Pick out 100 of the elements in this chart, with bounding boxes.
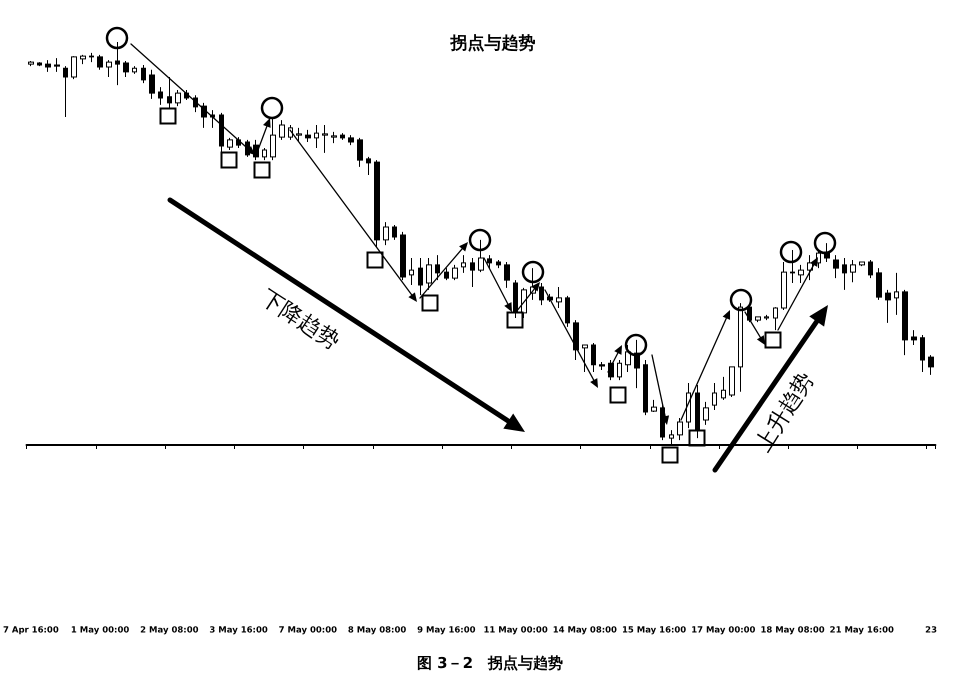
candlestick xyxy=(63,66,68,118)
candlestick xyxy=(45,60,51,72)
candlestick xyxy=(781,262,787,310)
candlestick xyxy=(677,418,683,441)
candlestick xyxy=(54,58,60,72)
candlestick xyxy=(565,295,570,328)
candlestick xyxy=(894,272,899,316)
candlestick xyxy=(167,76,172,109)
x-tick-label: 23 xyxy=(925,626,938,636)
candlestick xyxy=(773,306,778,331)
candlestick xyxy=(599,361,605,371)
candlestick xyxy=(409,258,414,286)
candlestick xyxy=(703,401,709,426)
candlestick xyxy=(547,293,553,302)
candlestick xyxy=(392,224,397,240)
candlestick xyxy=(470,258,475,288)
x-tick-label: 17 May 00:00 xyxy=(691,626,756,636)
x-tick-label: 18 May 08:00 xyxy=(760,626,825,636)
caption: 图 3－2 拐点与趋势 xyxy=(416,654,564,672)
candlestick xyxy=(331,131,337,144)
candlestick xyxy=(426,258,432,290)
candlestick xyxy=(123,60,129,78)
candlestick xyxy=(850,260,856,283)
candlestick xyxy=(210,110,215,128)
x-tick-label: 7 May 00:00 xyxy=(278,626,338,636)
candlestick xyxy=(340,132,345,140)
candlestick xyxy=(798,264,804,284)
candlestick xyxy=(305,129,311,142)
candlestick xyxy=(71,56,77,80)
candlestick xyxy=(89,52,94,63)
candlestick xyxy=(28,60,34,67)
candlestick xyxy=(106,60,112,78)
candlestick xyxy=(201,102,207,128)
x-tick-label: 1 May 00:00 xyxy=(70,626,130,636)
candlestick xyxy=(452,264,458,281)
candlestick xyxy=(695,384,700,439)
candlestick xyxy=(262,147,267,161)
candlestick xyxy=(366,156,371,176)
x-tick-label: 3 May 16:00 xyxy=(209,626,268,636)
candlestick xyxy=(686,382,691,429)
candlestick xyxy=(149,69,155,100)
candlestick xyxy=(859,262,865,267)
x-tick-label: 14 May 08:00 xyxy=(552,626,618,636)
candlestick xyxy=(279,120,285,140)
candlestick xyxy=(175,89,181,107)
candlestick xyxy=(383,222,389,246)
candlestick xyxy=(513,280,518,319)
candlestick xyxy=(296,127,302,142)
candlestick xyxy=(227,137,233,151)
candlestick xyxy=(219,112,224,153)
candlestick xyxy=(418,258,423,296)
candlestick xyxy=(37,62,42,67)
candlestick xyxy=(885,289,891,324)
candlestick xyxy=(920,334,925,373)
candlestick xyxy=(504,262,510,288)
candlestick xyxy=(625,344,631,373)
candlestick xyxy=(833,254,839,279)
candlestick xyxy=(400,231,406,281)
candlestick xyxy=(582,344,588,373)
candlestick xyxy=(591,342,596,373)
candlestick xyxy=(253,139,259,161)
candlestick xyxy=(608,359,614,381)
x-tick-label: 15 May 16:00 xyxy=(622,626,686,636)
candlestick xyxy=(444,268,449,281)
candlestick xyxy=(651,399,657,412)
candlestick xyxy=(842,258,847,290)
candlestick xyxy=(374,160,380,248)
candlestick xyxy=(738,302,743,392)
candlestick xyxy=(911,330,917,346)
candlestick xyxy=(868,260,873,279)
candlestick xyxy=(764,314,769,321)
candlestick xyxy=(539,282,544,306)
candlestick xyxy=(115,42,120,86)
candlestick xyxy=(928,354,934,376)
candlestick xyxy=(141,64,146,84)
candlestick xyxy=(193,94,198,113)
candlestick xyxy=(755,316,761,323)
candlestick xyxy=(80,54,86,65)
x-tick-label: 8 May 08:00 xyxy=(348,626,406,636)
candlestick xyxy=(314,124,319,148)
x-tick-label: 11 May 00:00 xyxy=(483,626,548,636)
candlestick xyxy=(634,339,640,389)
candlestick xyxy=(435,254,440,281)
candlestick xyxy=(322,124,328,154)
x-tick-label: 9 May 16:00 xyxy=(417,626,476,636)
candlestick xyxy=(158,86,163,106)
candlestick xyxy=(478,239,484,273)
candlestick xyxy=(790,249,795,284)
x-tick-label: 2 May 08:00 xyxy=(140,626,199,636)
candlestick xyxy=(357,137,363,168)
annotation: 下降趋势 xyxy=(256,286,344,354)
candlestick xyxy=(132,66,137,74)
candlestick xyxy=(643,359,648,416)
candlestick xyxy=(573,320,579,360)
candlestick xyxy=(348,134,354,146)
x-tick-label: 7 Apr 16:00 xyxy=(2,626,59,636)
candlestick xyxy=(461,254,466,274)
candlestick xyxy=(617,359,622,381)
candlestick xyxy=(902,289,908,356)
candlestick xyxy=(487,254,492,269)
